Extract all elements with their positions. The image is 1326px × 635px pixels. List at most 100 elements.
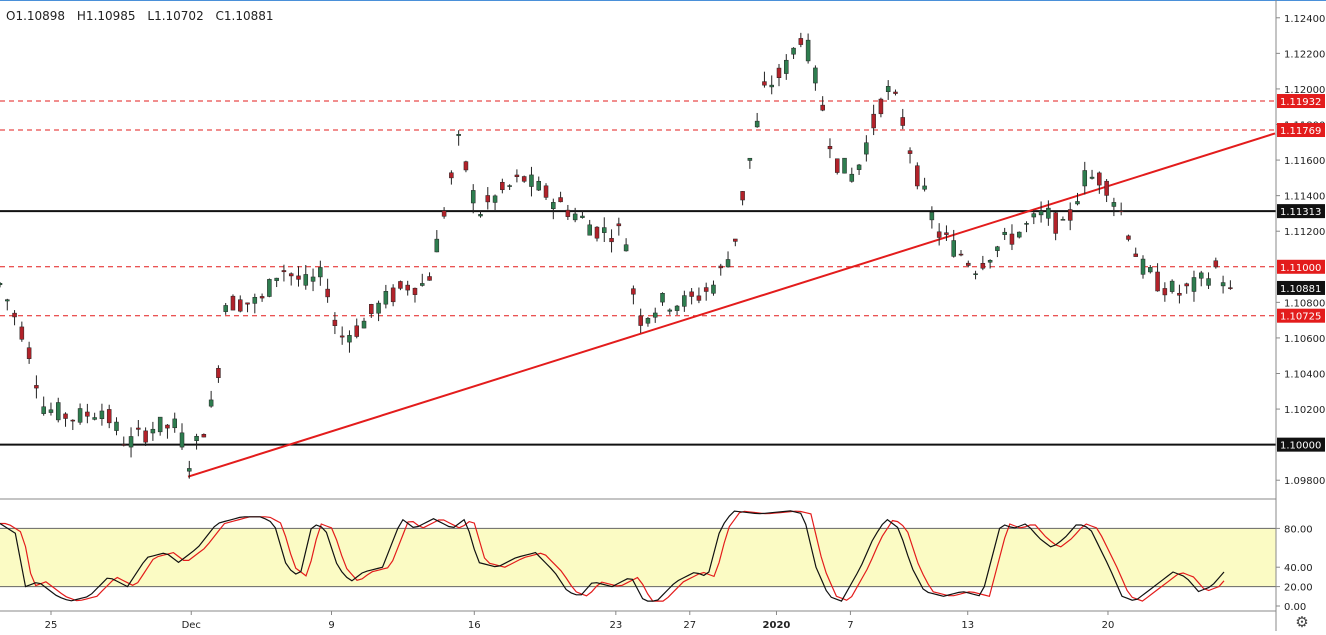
candle-body[interactable]: [798, 38, 804, 45]
candle-body[interactable]: [623, 244, 629, 252]
candle-body[interactable]: [747, 157, 753, 161]
candle-body[interactable]: [1038, 210, 1044, 216]
candle-body[interactable]: [740, 191, 745, 201]
candle-body[interactable]: [1191, 277, 1197, 292]
candle-body[interactable]: [230, 295, 236, 311]
candle-body[interactable]: [48, 409, 54, 413]
candle-body[interactable]: [565, 209, 571, 217]
candle-body[interactable]: [915, 165, 920, 187]
candle-body[interactable]: [718, 265, 724, 269]
candle-body[interactable]: [936, 231, 942, 238]
candle-body[interactable]: [165, 424, 170, 429]
candle-body[interactable]: [310, 276, 316, 282]
candle-body[interactable]: [449, 172, 454, 179]
candle-body[interactable]: [784, 59, 789, 74]
candle-body[interactable]: [652, 312, 658, 318]
candle-body[interactable]: [1097, 172, 1102, 186]
candle-body[interactable]: [594, 226, 600, 239]
candle-body[interactable]: [267, 279, 272, 297]
candle-body[interactable]: [12, 312, 17, 318]
candle-body[interactable]: [237, 299, 243, 312]
candle-body[interactable]: [77, 408, 83, 423]
candle-body[interactable]: [492, 195, 498, 203]
candle-body[interactable]: [303, 274, 309, 286]
candle-body[interactable]: [944, 232, 949, 235]
candle-body[interactable]: [332, 319, 338, 326]
candle-body[interactable]: [1133, 253, 1138, 257]
candle-body[interactable]: [521, 176, 527, 182]
candle-body[interactable]: [412, 287, 418, 295]
candle-body[interactable]: [980, 263, 986, 269]
candle-body[interactable]: [5, 299, 10, 302]
candle-body[interactable]: [390, 287, 396, 303]
candle-body[interactable]: [288, 273, 294, 277]
candle-body[interactable]: [711, 284, 716, 294]
candle-body[interactable]: [900, 117, 906, 126]
candle-body[interactable]: [274, 277, 279, 281]
candle-body[interactable]: [1220, 282, 1226, 287]
candle-body[interactable]: [463, 161, 469, 171]
candle-body[interactable]: [1177, 292, 1182, 296]
candle-body[interactable]: [631, 288, 636, 295]
candle-body[interactable]: [842, 157, 847, 174]
candle-body[interactable]: [0, 283, 3, 286]
candle-body[interactable]: [325, 288, 330, 298]
candle-body[interactable]: [1228, 287, 1233, 289]
candle-body[interactable]: [1060, 219, 1066, 221]
candle-body[interactable]: [427, 276, 432, 281]
candle-body[interactable]: [587, 224, 592, 236]
candle-body[interactable]: [558, 197, 563, 203]
candle-body[interactable]: [769, 84, 774, 88]
candle-body[interactable]: [34, 385, 39, 389]
candle-body[interactable]: [143, 430, 148, 443]
candle-body[interactable]: [296, 275, 301, 280]
candle-body[interactable]: [1126, 235, 1131, 240]
candle-body[interactable]: [70, 419, 76, 422]
candle-body[interactable]: [172, 418, 177, 429]
candle-body[interactable]: [1046, 207, 1051, 219]
candle-body[interactable]: [63, 413, 68, 419]
candle-body[interactable]: [1075, 201, 1080, 205]
candle-body[interactable]: [478, 214, 483, 217]
candle-body[interactable]: [645, 318, 651, 324]
candle-body[interactable]: [128, 436, 134, 448]
candle-body[interactable]: [689, 291, 694, 297]
candle-body[interactable]: [856, 164, 862, 170]
stochastic-pane[interactable]: [0, 510, 1276, 602]
candle-body[interactable]: [383, 291, 389, 305]
candle-body[interactable]: [136, 427, 141, 430]
candle-body[interactable]: [791, 47, 796, 55]
candle-body[interactable]: [602, 227, 607, 233]
candle-body[interactable]: [347, 335, 352, 343]
candle-body[interactable]: [849, 173, 855, 182]
candle-body[interactable]: [339, 335, 345, 338]
candle-body[interactable]: [776, 67, 782, 78]
candle-body[interactable]: [194, 435, 199, 441]
candle-body[interactable]: [733, 238, 738, 242]
candle-body[interactable]: [995, 246, 1000, 251]
candle-body[interactable]: [966, 262, 971, 266]
candle-body[interactable]: [114, 421, 119, 431]
candle-body[interactable]: [922, 185, 927, 190]
candle-body[interactable]: [805, 39, 811, 62]
candle-body[interactable]: [1148, 267, 1153, 273]
candle-body[interactable]: [536, 180, 541, 191]
candle-body[interactable]: [667, 309, 673, 312]
candle-body[interactable]: [834, 158, 840, 173]
candle-body[interactable]: [551, 202, 556, 210]
candle-body[interactable]: [281, 270, 287, 273]
candle-body[interactable]: [725, 259, 731, 268]
candle-body[interactable]: [259, 296, 265, 299]
candle-body[interactable]: [864, 142, 869, 155]
candle-body[interactable]: [85, 411, 90, 417]
candle-body[interactable]: [1002, 231, 1007, 235]
candle-body[interactable]: [660, 292, 665, 303]
candle-body[interactable]: [121, 444, 127, 446]
candle-body[interactable]: [55, 402, 61, 421]
candle-body[interactable]: [1053, 212, 1058, 234]
candle-body[interactable]: [1089, 176, 1095, 179]
candle-body[interactable]: [157, 416, 163, 433]
candle-body[interactable]: [609, 238, 614, 243]
